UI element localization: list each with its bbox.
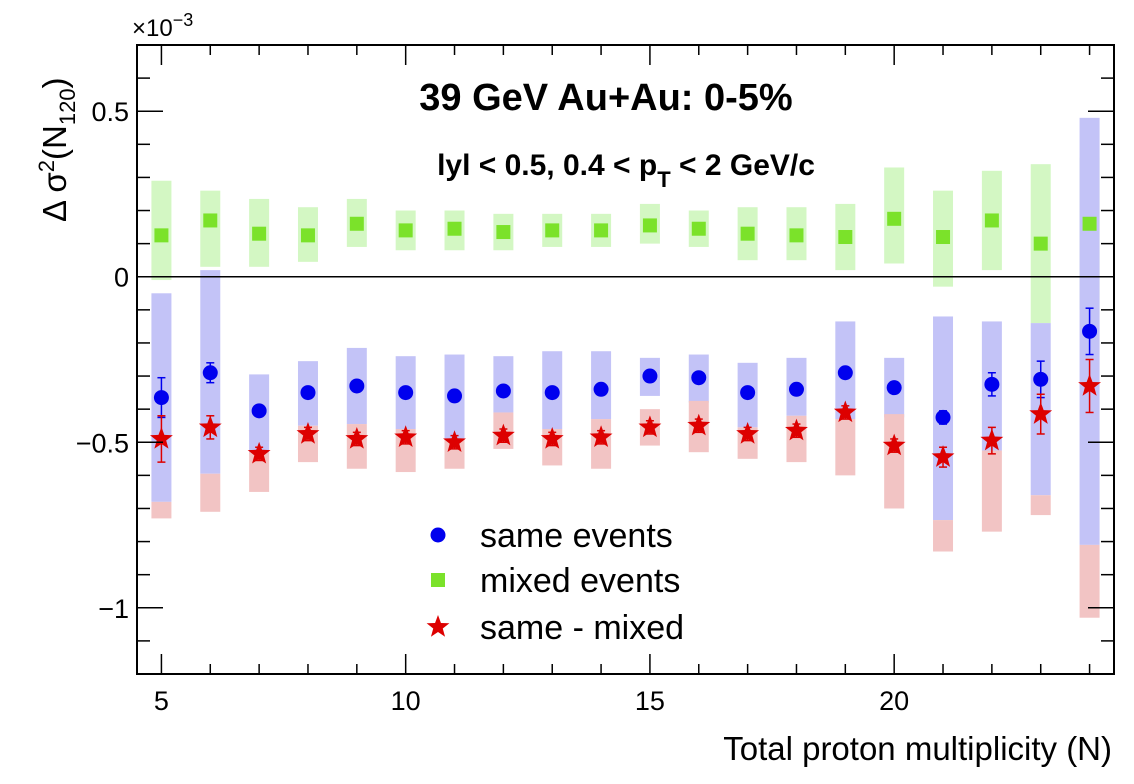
- x-tick-label: 5: [154, 686, 169, 716]
- point-circle: [398, 385, 414, 401]
- x-tick-label: 20: [879, 686, 909, 716]
- x-tick-label: 10: [391, 686, 421, 716]
- point-circle: [1033, 371, 1049, 387]
- point-square: [1033, 236, 1048, 251]
- point-circle: [153, 390, 169, 406]
- y-tick-label: 0.5: [91, 97, 129, 127]
- y-axis-title: Δ σ2(N120): [34, 77, 80, 222]
- point-star: [882, 433, 906, 456]
- point-circle: [984, 376, 1000, 392]
- point-circle: [202, 365, 218, 381]
- legend-marker-same-events: [430, 527, 446, 543]
- point-square: [789, 228, 804, 243]
- point-circle: [251, 403, 267, 419]
- point-star: [540, 426, 564, 449]
- point-star: [589, 425, 613, 448]
- point-square: [936, 230, 951, 245]
- point-square: [349, 216, 364, 231]
- point-circle: [544, 385, 560, 401]
- point-circle: [593, 381, 609, 397]
- point-star: [198, 415, 222, 438]
- point-square: [154, 228, 169, 243]
- point-star: [491, 423, 515, 446]
- point-square: [887, 211, 902, 226]
- x-axis-title: Total proton multiplicity (N): [723, 730, 1112, 767]
- point-star: [833, 400, 857, 423]
- point-square: [203, 213, 218, 228]
- y-tick-label: −1: [98, 594, 129, 624]
- point-circle: [935, 409, 951, 425]
- sys-band-2: [835, 419, 856, 476]
- point-star: [931, 445, 955, 467]
- legend-marker-shape: [431, 573, 445, 587]
- point-square: [594, 223, 609, 238]
- legend-label-mixed-events: mixed events: [480, 562, 680, 600]
- point-circle: [349, 378, 365, 394]
- point-square: [447, 221, 462, 236]
- point-star: [345, 426, 369, 449]
- data-markers: [150, 211, 1101, 467]
- sys-band-2: [200, 473, 221, 512]
- legend-marker-shape: [426, 615, 450, 637]
- sys-band-2: [933, 520, 954, 552]
- point-circle: [886, 380, 902, 396]
- point-square: [740, 226, 755, 241]
- point-circle: [691, 370, 707, 386]
- chart-title: 39 GeV Au+Au: 0-5%: [419, 77, 792, 119]
- axis-ticks: 5 10 15 20 0.5 0 −0.5 −1: [76, 44, 1114, 716]
- point-square: [984, 213, 999, 228]
- point-square: [252, 226, 267, 241]
- legend: same events mixed events same - mixed: [426, 517, 684, 647]
- legend-marker-mixed-events: [431, 573, 445, 587]
- plot-frame: [136, 44, 1115, 675]
- y-exponent-label: ×10−3: [132, 10, 193, 42]
- point-circle: [740, 385, 756, 401]
- point-star: [296, 421, 320, 444]
- point-star: [638, 415, 662, 438]
- legend-label-same-events: same events: [480, 517, 673, 555]
- point-circle: [495, 383, 511, 399]
- point-circle: [837, 365, 853, 381]
- x-tick-label: 15: [635, 686, 665, 716]
- point-star: [785, 418, 808, 441]
- point-square: [496, 225, 511, 240]
- y-tick-label: 0: [114, 263, 129, 293]
- point-star: [1078, 373, 1101, 396]
- sys-band-1: [200, 190, 221, 267]
- legend-marker-same-minus-mixed: [426, 615, 450, 637]
- sys-band-2: [884, 414, 905, 509]
- point-square: [300, 228, 315, 243]
- point-star: [247, 441, 271, 464]
- chart-subtitle: lyl < 0.5, 0.4 < pT < 2 GeV/c: [437, 149, 815, 192]
- y-tick-label: −0.5: [76, 428, 129, 458]
- point-square: [642, 218, 657, 233]
- point-circle: [300, 385, 316, 401]
- point-star: [150, 426, 173, 449]
- point-square: [1082, 216, 1097, 231]
- sys-band-2: [1030, 495, 1051, 516]
- legend-label-same-minus-mixed: same - mixed: [480, 609, 684, 647]
- point-circle: [447, 388, 463, 404]
- point-square: [691, 221, 706, 236]
- sys-band-2: [151, 501, 172, 519]
- point-circle: [788, 381, 804, 397]
- point-star: [736, 421, 760, 444]
- point-circle: [1082, 323, 1098, 339]
- point-star: [394, 425, 418, 448]
- sys-band-2: [981, 450, 1002, 532]
- legend-marker-shape: [430, 527, 446, 543]
- point-star: [980, 428, 1004, 451]
- point-star: [443, 430, 466, 452]
- point-circle: [642, 368, 658, 384]
- point-star: [1029, 402, 1053, 424]
- point-star: [687, 413, 711, 436]
- point-square: [838, 230, 853, 245]
- point-square: [545, 223, 560, 238]
- sys-band-2: [1079, 544, 1100, 618]
- point-square: [398, 223, 413, 238]
